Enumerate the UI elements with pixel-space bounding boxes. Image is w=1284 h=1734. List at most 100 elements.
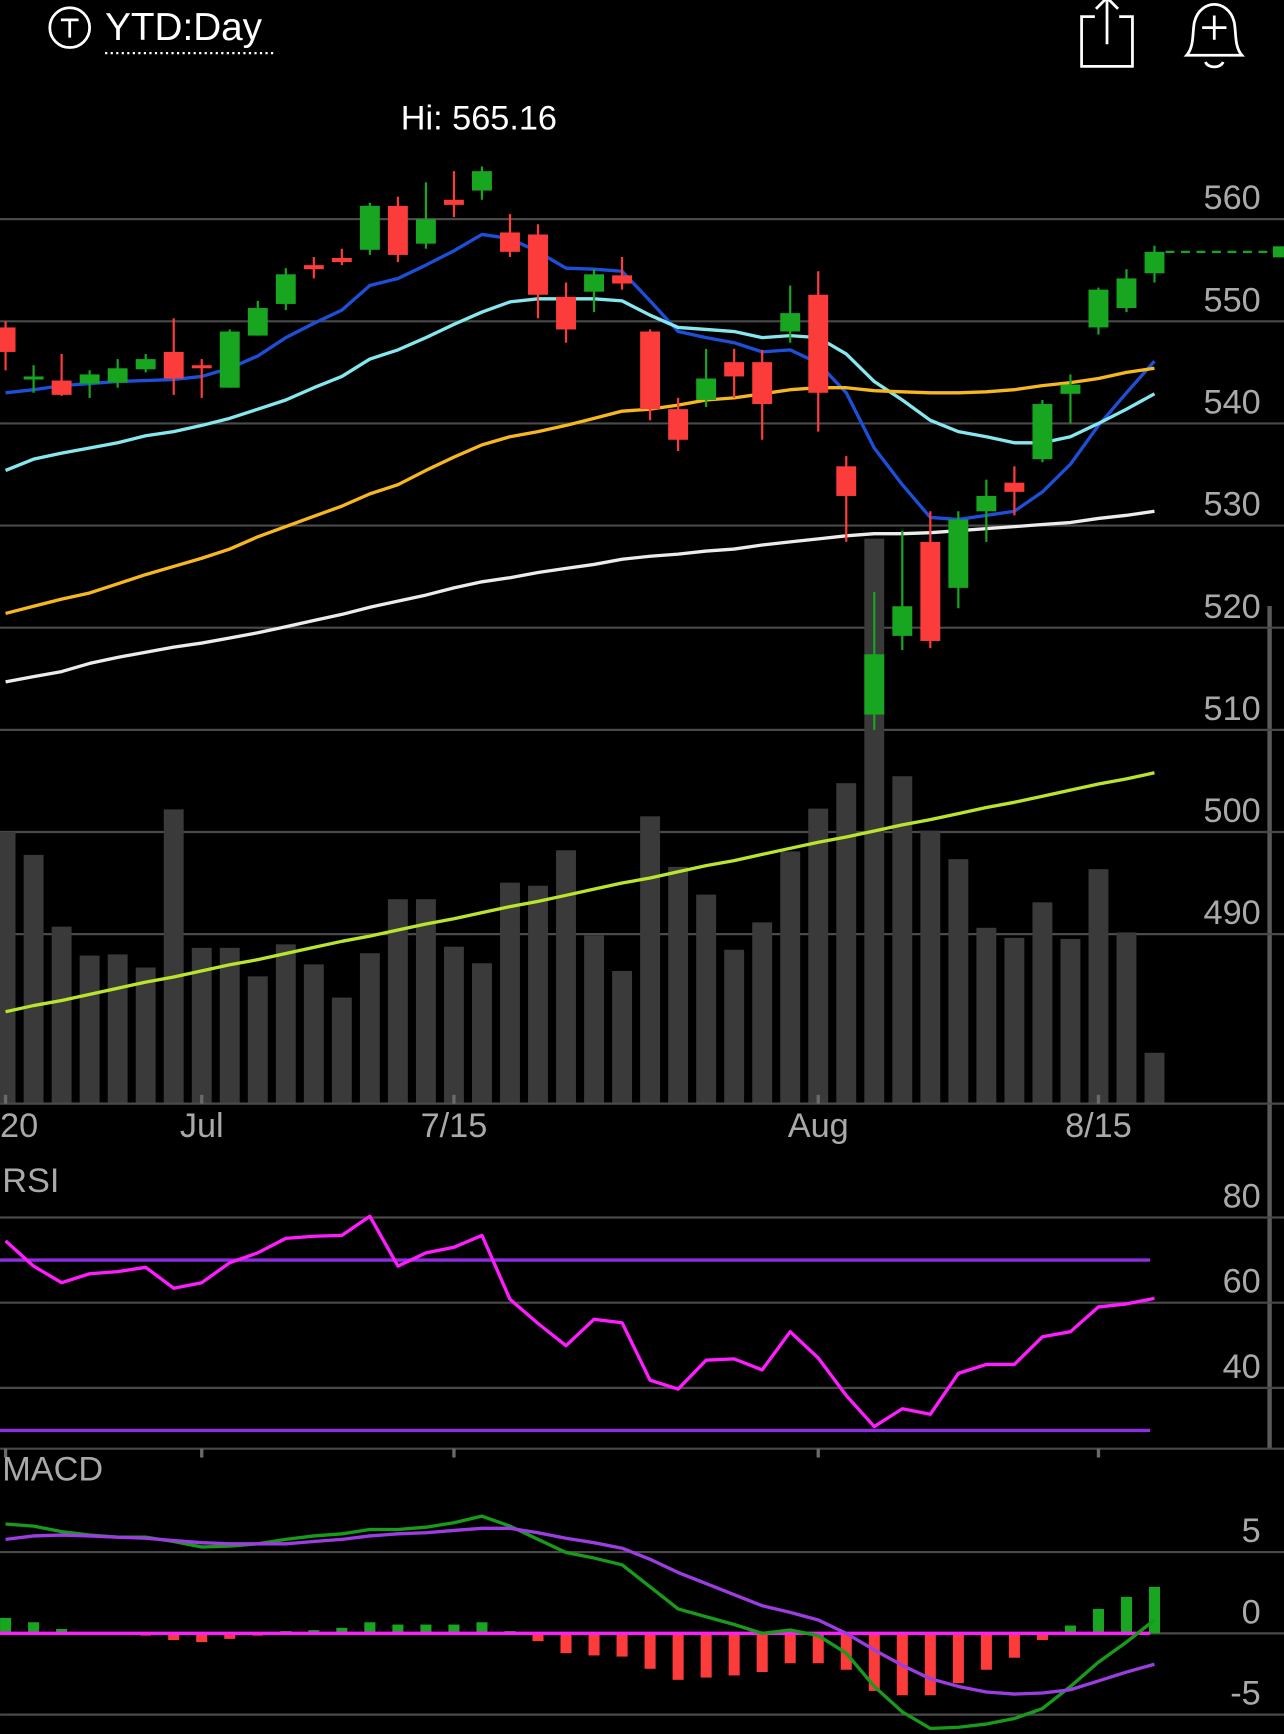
volume-bar [415, 899, 436, 1104]
candle-body [303, 265, 324, 270]
histogram-bar [532, 1633, 544, 1642]
y-tick-label: 530 [1204, 486, 1261, 524]
candle-body [528, 234, 548, 295]
histogram-bar [672, 1633, 684, 1680]
volume-bar [892, 776, 913, 1104]
y-tick-label: 5 [1242, 1512, 1261, 1550]
y-tick-label: 540 [1204, 383, 1261, 421]
indicator-line [5, 1526, 1155, 1696]
bell-icon [1183, 3, 1245, 57]
volume-bar [443, 946, 464, 1104]
indicator-line [5, 771, 1155, 1014]
histogram-bar [728, 1633, 740, 1676]
share-icon-box [1080, 15, 1134, 68]
histogram-bar [168, 1633, 180, 1641]
histogram-bar [812, 1633, 824, 1664]
candle-body [976, 495, 997, 512]
candle-body [79, 374, 100, 384]
volume-bar [247, 976, 268, 1104]
histogram-bar [560, 1633, 572, 1654]
indicator-line [4, 1214, 1155, 1429]
histogram-bar [28, 1622, 40, 1634]
volume-bar [556, 850, 576, 1104]
candle-body [864, 654, 885, 715]
candle-body [696, 378, 717, 400]
timeframe-selector[interactable]: YTD:Day [105, 6, 263, 49]
y-tick-label: 560 [1204, 179, 1261, 217]
volume-bar [387, 899, 408, 1104]
panel-title: RSI [2, 1162, 59, 1200]
volume-bar [275, 944, 296, 1104]
histogram-bar [392, 1624, 404, 1634]
candle-body [191, 365, 212, 369]
x-tick-label: 8/15 [1065, 1107, 1132, 1145]
candle-body [752, 362, 773, 405]
volume-bar [976, 927, 997, 1104]
y-tick-label: 0 [1242, 1593, 1261, 1631]
histogram-bar [1036, 1633, 1048, 1641]
volume-bar [191, 947, 212, 1104]
histogram-bar [224, 1633, 236, 1639]
volume-bar [668, 866, 689, 1104]
candle-body [247, 308, 268, 336]
share-button[interactable] [1080, 0, 1134, 68]
bell-icon-plus [1202, 15, 1227, 69]
histogram-bar [1148, 1586, 1161, 1634]
histogram-bar [476, 1622, 488, 1634]
x-tick-label: Aug [788, 1107, 849, 1145]
histogram-bar [784, 1633, 796, 1664]
y-tick-label: 520 [1204, 588, 1261, 626]
panel-title: MACD [2, 1450, 103, 1488]
volume-bar [1004, 937, 1025, 1104]
header[interactable]: YTD:Day [48, 0, 1245, 69]
histogram-bar [1092, 1608, 1104, 1634]
histogram-bar [868, 1633, 880, 1691]
volume-bar [163, 809, 184, 1104]
indicator-line [4, 297, 1156, 472]
volume-bar [303, 964, 324, 1104]
indicator-line [5, 1514, 1156, 1731]
ticker-icon[interactable] [48, 6, 92, 49]
candle-body [724, 362, 745, 377]
candle-body [668, 409, 689, 440]
volume-bar [584, 935, 605, 1104]
candle-body [23, 376, 44, 380]
candle-body [359, 205, 380, 250]
volume-bar [696, 894, 717, 1104]
histogram-bar [952, 1633, 964, 1684]
candle-body [612, 275, 633, 284]
volume-bar [1116, 932, 1137, 1104]
y-tick-label: 60 [1223, 1263, 1261, 1301]
volume-bar [1060, 938, 1081, 1104]
histogram-bar [756, 1633, 768, 1673]
volume-bar [107, 954, 128, 1104]
histogram-bar [420, 1624, 432, 1634]
candle-body [780, 313, 801, 332]
candle-body [219, 331, 240, 388]
y-tick-label: -5 [1230, 1675, 1260, 1713]
volume-bar [836, 783, 857, 1104]
candle-body [892, 606, 913, 636]
candle-body [948, 519, 969, 588]
y-tick-label: 490 [1204, 894, 1261, 932]
volume-bar [219, 947, 240, 1104]
candle-body [163, 351, 184, 379]
volume-bar [752, 922, 773, 1104]
volume-bar [780, 851, 801, 1104]
histogram-bar [588, 1633, 600, 1656]
volume-bar [1032, 902, 1053, 1104]
candle-body [0, 327, 16, 352]
indicator-line [5, 366, 1155, 616]
alert-button[interactable] [1183, 3, 1245, 69]
volume-bar [724, 949, 745, 1104]
candle-body [135, 359, 156, 370]
candle-body [443, 199, 464, 205]
histogram-bar [364, 1622, 376, 1634]
candle-body [1004, 482, 1025, 492]
histogram-bar [1008, 1633, 1020, 1658]
histogram-bar [1120, 1596, 1133, 1634]
y-tick-label: 510 [1204, 690, 1261, 728]
candle-body [500, 232, 520, 252]
